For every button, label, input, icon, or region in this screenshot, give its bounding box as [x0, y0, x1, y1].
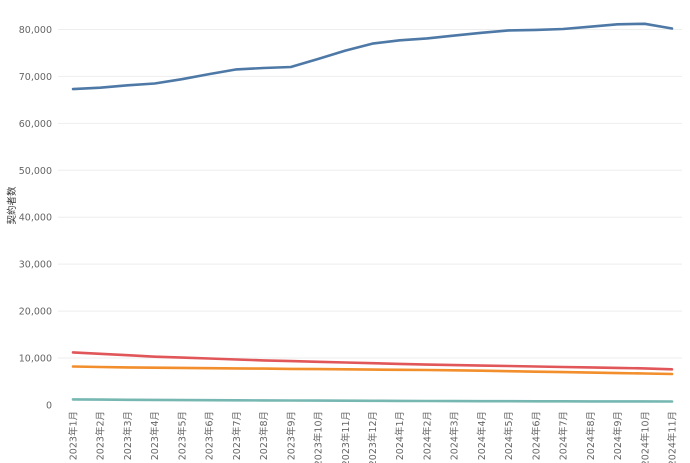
x-tick-label: 2024年10月	[639, 411, 651, 463]
x-tick-label: 2024年2月	[422, 411, 434, 460]
y-tick-label: 20,000	[19, 307, 52, 318]
x-tick-label: 2023年3月	[122, 411, 134, 460]
x-tick-label: 2023年9月	[285, 411, 297, 460]
x-tick-label: 2023年8月	[258, 411, 270, 460]
x-tick-label: 2023年7月	[231, 411, 243, 460]
y-axis-label: 契約者数	[6, 186, 18, 225]
x-tick-label: 2023年4月	[149, 411, 161, 460]
series-line-2	[71, 351, 674, 371]
x-tick-label: 2024年3月	[449, 411, 461, 460]
y-tick-label: 10,000	[19, 354, 52, 365]
x-tick-label: 2023年11月	[340, 411, 352, 463]
grid-lines	[58, 28, 682, 359]
x-tick-label: 2023年5月	[176, 411, 188, 460]
x-tick-label: 2023年6月	[204, 411, 216, 460]
x-tick-label: 2023年10月	[313, 411, 325, 463]
x-tick-label: 2023年2月	[95, 411, 107, 460]
x-tick-label: 2024年4月	[476, 411, 488, 460]
x-tick-label: 2024年11月	[667, 411, 679, 463]
x-axis-ticks: 2023年1月 2023年2月 2023年3月 2023年4月 2023年5月 2023年…	[68, 411, 679, 463]
x-tick-label: 2024年9月	[612, 411, 624, 460]
y-tick-label: 30,000	[19, 260, 52, 271]
y-tick-label: 40,000	[19, 213, 52, 224]
series-lines	[71, 22, 674, 403]
y-tick-label: 70,000	[19, 72, 52, 83]
x-tick-label: 2024年8月	[585, 411, 597, 460]
y-axis-ticks: 0 10,000 20,000 30,000 40,000 50,000 60,000 70,…	[19, 25, 52, 412]
series-line-3	[71, 365, 674, 376]
y-tick-label: 80,000	[19, 25, 52, 36]
x-tick-label: 2024年1月	[394, 411, 406, 460]
x-tick-label: 2023年12月	[367, 411, 379, 463]
y-tick-label: 50,000	[19, 166, 52, 177]
x-tick-label: 2023年1月	[68, 411, 80, 460]
series-line-1	[71, 22, 674, 91]
x-tick-label: 2024年6月	[530, 411, 542, 460]
series-line-4	[71, 398, 674, 403]
x-tick-label: 2024年5月	[503, 411, 515, 460]
y-tick-label: 0	[46, 401, 52, 412]
y-tick-label: 60,000	[19, 119, 52, 130]
x-tick-label: 2024年7月	[558, 411, 570, 460]
